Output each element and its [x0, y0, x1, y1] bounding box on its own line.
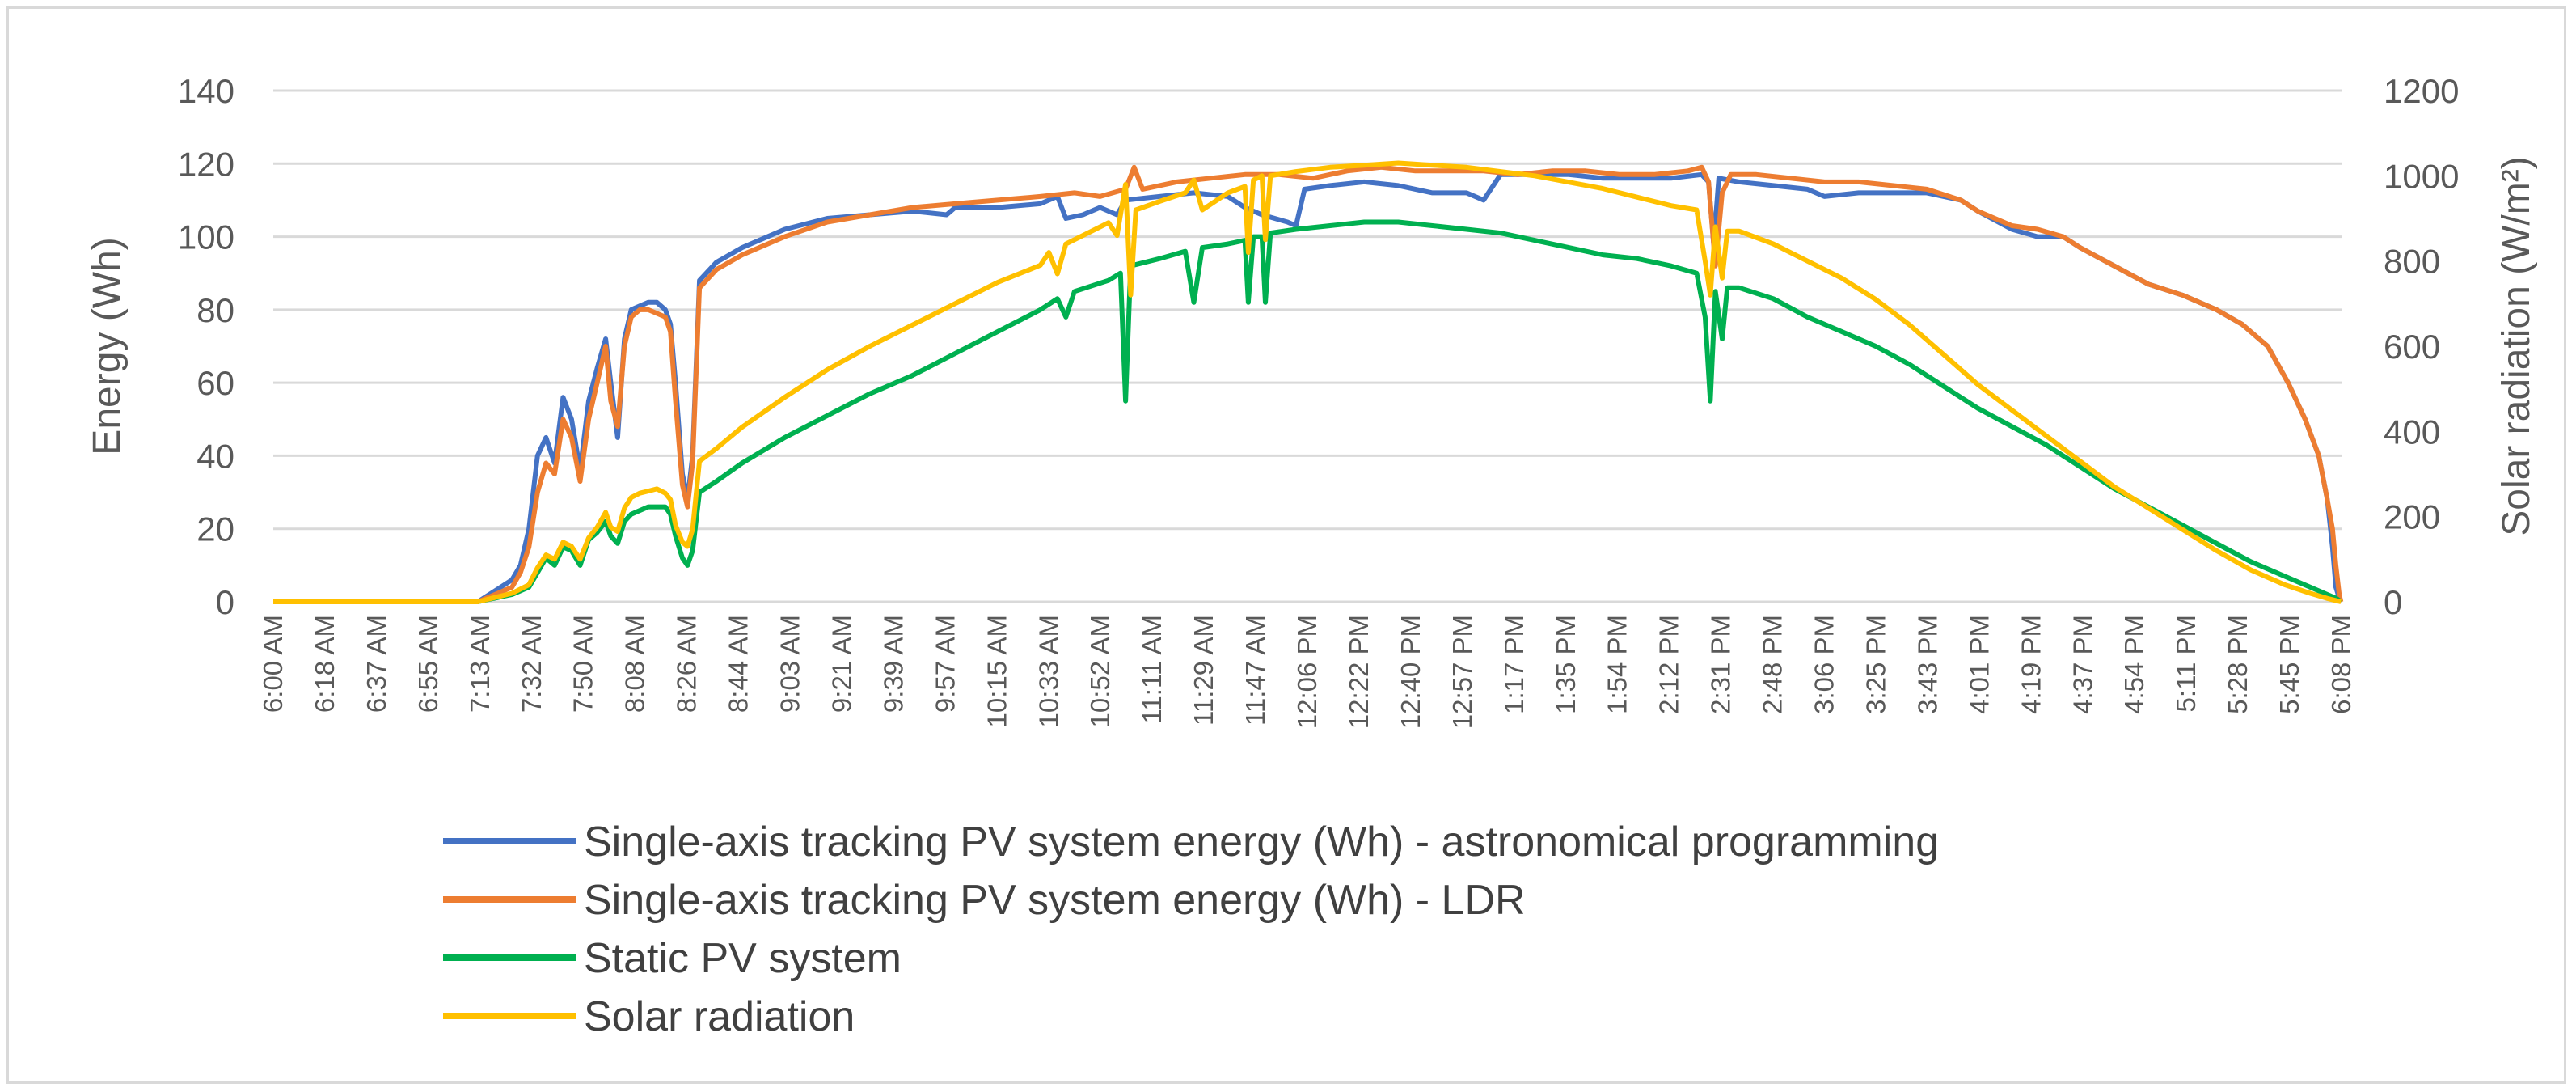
x-tick-label: 3:25 PM: [1860, 615, 1890, 714]
x-tick-label: 9:21 AM: [826, 615, 856, 713]
x-tick-label: 6:08 PM: [2326, 615, 2356, 714]
x-tick-label: 6:55 AM: [413, 615, 443, 713]
y-axis-left-ticks: 0 20 40 60 80 100 120 140: [178, 72, 234, 621]
x-tick-label: 4:37 PM: [2067, 615, 2097, 714]
y-axis-left-title: Energy (Wh): [86, 237, 129, 455]
x-tick-label: 9:39 AM: [878, 615, 908, 713]
y-left-tick-label: 140: [178, 72, 234, 110]
y-right-tick-label: 1200: [2384, 72, 2459, 110]
y-right-tick-label: 1000: [2384, 157, 2459, 195]
y-left-tick-label: 80: [196, 291, 234, 329]
x-tick-label: 8:44 AM: [724, 615, 754, 713]
y-left-tick-label: 100: [178, 218, 234, 256]
x-tick-label: 1:17 PM: [1499, 615, 1529, 714]
x-tick-label: 7:13 AM: [465, 615, 495, 713]
series-line-1: [273, 171, 2344, 604]
x-tick-label: 1:54 PM: [1603, 615, 1632, 714]
series-line-4: [273, 160, 2342, 604]
x-tick-label: 6:00 AM: [258, 615, 288, 713]
y-axis-right-ticks: 0 200 400 600 800 1000 1200: [2384, 72, 2459, 621]
x-tick-label: 6:37 AM: [361, 615, 391, 713]
y-axis-right-title: Solar radiation (W/m²): [2495, 156, 2538, 535]
y-left-tick-label: 0: [216, 583, 234, 621]
x-tick-label: 12:57 PM: [1447, 615, 1477, 729]
x-tick-label: 4:19 PM: [2016, 615, 2046, 714]
x-axis-ticks: 6:00 AM 6:18 AM 6:37 AM 6:55 AM 7:13 AM 7:32 …: [258, 615, 2356, 729]
y-right-tick-label: 0: [2384, 583, 2402, 621]
x-tick-label: 7:50 AM: [568, 615, 598, 713]
x-tick-label: 6:18 AM: [310, 615, 340, 713]
y-left-tick-label: 20: [196, 510, 234, 548]
y-right-tick-label: 800: [2384, 243, 2440, 281]
y-right-tick-label: 200: [2384, 498, 2440, 536]
x-tick-label: 1:35 PM: [1551, 615, 1581, 714]
x-tick-label: 3:06 PM: [1810, 615, 1839, 714]
x-tick-label: 12:22 PM: [1344, 615, 1374, 729]
x-tick-label: 10:15 AM: [982, 615, 1011, 727]
legend-label-1: Single-axis tracking PV system energy (W…: [584, 819, 1939, 866]
legend-label-3: Static PV system: [584, 935, 902, 982]
x-tick-label: 11:47 AM: [1240, 615, 1270, 726]
x-tick-label: 5:11 PM: [2171, 615, 2201, 712]
x-tick-label: 3:43 PM: [1912, 615, 1942, 714]
x-tick-label: 10:52 AM: [1085, 615, 1115, 727]
y-right-tick-label: 600: [2384, 328, 2440, 366]
x-tick-label: 12:06 PM: [1292, 615, 1322, 729]
x-tick-label: 5:45 PM: [2274, 615, 2304, 714]
x-tick-label: 4:01 PM: [1964, 615, 1994, 714]
x-tick-label: 2:31 PM: [1706, 615, 1736, 714]
y-right-tick-label: 400: [2384, 413, 2440, 451]
x-tick-label: 12:40 PM: [1396, 615, 1425, 729]
x-tick-label: 7:32 AM: [517, 615, 547, 713]
series-line-3: [273, 219, 2343, 604]
x-tick-label: 8:08 AM: [620, 615, 650, 713]
legend: Single-axis tracking PV system energy (W…: [443, 819, 1939, 1040]
x-tick-label: 9:03 AM: [775, 615, 805, 713]
x-tick-label: 2:12 PM: [1654, 615, 1684, 714]
gridlines: [273, 89, 2342, 603]
y-left-tick-label: 40: [196, 437, 234, 475]
x-tick-label: 11:29 AM: [1189, 615, 1218, 726]
chart-frame: [6, 6, 2566, 1084]
x-tick-label: 10:33 AM: [1033, 615, 1063, 727]
x-tick-label: 11:11 AM: [1137, 615, 1167, 724]
x-tick-label: 9:57 AM: [930, 615, 960, 713]
y-left-tick-label: 120: [178, 145, 234, 183]
legend-label-2: Single-axis tracking PV system energy (W…: [584, 877, 1526, 924]
x-tick-label: 5:28 PM: [2223, 615, 2253, 714]
x-tick-label: 2:48 PM: [1758, 615, 1788, 714]
series-lines: [273, 160, 2344, 604]
y-left-tick-label: 60: [196, 364, 234, 402]
x-tick-label: 8:26 AM: [672, 615, 702, 713]
series-line-2: [273, 164, 2344, 604]
x-tick-label: 4:54 PM: [2119, 615, 2149, 714]
legend-label-4: Solar radiation: [584, 993, 855, 1040]
